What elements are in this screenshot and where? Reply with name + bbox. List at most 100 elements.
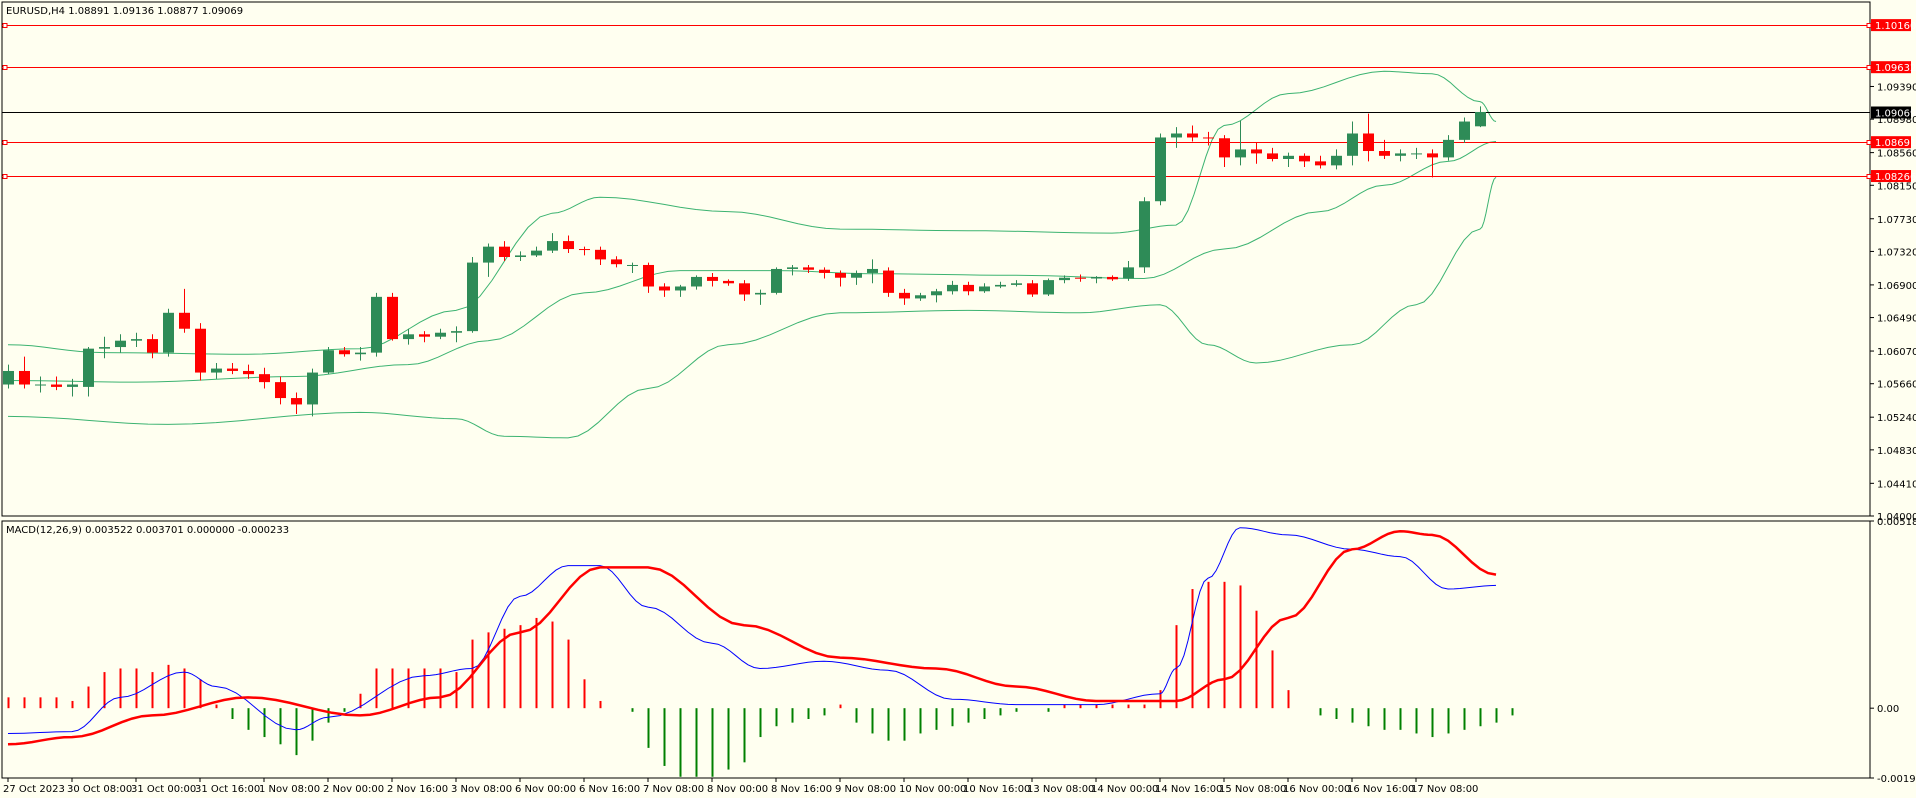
price-tick-label: 1.08560: [1877, 149, 1916, 160]
candle-body: [819, 269, 830, 273]
macd-info: MACD(12,26,9) 0.003522 0.003701 0.000000…: [6, 525, 289, 536]
time-tick-label: 31 Oct 16:00: [195, 784, 260, 795]
price-tick-label: 1.08980: [1877, 115, 1916, 126]
candle-body: [435, 332, 446, 337]
time-tick-label: 9 Nov 08:00: [835, 784, 896, 795]
candle-body: [499, 246, 510, 258]
candle-body: [1427, 153, 1438, 158]
candle: [467, 257, 478, 333]
candle-body: [275, 382, 286, 399]
candle-body: [755, 292, 766, 295]
candle: [1459, 117, 1470, 144]
candle: [1123, 260, 1134, 281]
time-tick-label: 31 Oct 00:00: [131, 784, 196, 795]
candle-body: [947, 284, 958, 292]
level-anchor-right[interactable]: [1866, 174, 1872, 179]
candle: [1475, 106, 1486, 128]
candle: [243, 364, 254, 379]
time-tick-label: 16 Nov 00:00: [1283, 784, 1350, 795]
candle-body: [1475, 111, 1486, 127]
candle-body: [147, 339, 158, 353]
candle-body: [1155, 137, 1166, 202]
horizontal-levels[interactable]: [2, 23, 1872, 179]
level-anchor-left[interactable]: [2, 23, 8, 28]
candle-body: [1219, 138, 1230, 158]
candle-body: [339, 350, 350, 355]
candle: [1187, 125, 1198, 142]
candle: [707, 272, 718, 287]
time-tick-label: 13 Nov 08:00: [1027, 784, 1094, 795]
candle: [723, 279, 734, 286]
level-anchor-left[interactable]: [2, 140, 8, 145]
candle: [1315, 155, 1326, 169]
candle-body: [1283, 155, 1294, 159]
candle-body: [867, 268, 878, 273]
candle-body: [899, 292, 910, 299]
candle: [1395, 149, 1406, 162]
candle: [579, 246, 590, 256]
level-anchor-right[interactable]: [1866, 23, 1872, 28]
level-price-label: 1.08266: [1875, 172, 1916, 183]
candle-body: [131, 339, 142, 341]
candle: [1379, 139, 1390, 159]
candle: [419, 331, 430, 343]
candle-body: [1027, 283, 1038, 295]
candle-body: [259, 374, 270, 383]
candle: [563, 235, 574, 254]
candle-body: [1299, 155, 1310, 162]
candle: [675, 284, 686, 297]
time-tick-label: 17 Nov 08:00: [1411, 784, 1478, 795]
candle: [1011, 280, 1022, 287]
price-pane-frame: [1, 1, 1871, 517]
candle: [755, 289, 766, 305]
level-anchor-right[interactable]: [1866, 65, 1872, 70]
time-tick-label: 8 Nov 16:00: [771, 784, 832, 795]
price-pane[interactable]: 1.09390 1.08980 1.08560 1.08150 1.07730 1.073…: [1, 1, 1916, 523]
candle-body: [883, 270, 894, 293]
time-tick-label: 30 Oct 08:00: [67, 784, 132, 795]
level-anchor-left[interactable]: [2, 65, 8, 70]
time-tick-label: 15 Nov 08:00: [1219, 784, 1286, 795]
candle: [451, 326, 462, 343]
candle: [1059, 275, 1070, 284]
candle: [35, 376, 46, 393]
candle-body: [931, 291, 942, 296]
candle: [371, 292, 382, 357]
candle-body: [915, 295, 926, 299]
candle: [67, 378, 78, 397]
level-price-tag: [1871, 19, 1911, 32]
candle-body: [115, 340, 126, 348]
candle: [1235, 120, 1246, 166]
candle: [131, 332, 142, 348]
level-anchor-left[interactable]: [2, 174, 8, 179]
candle: [835, 270, 846, 287]
candle-body: [1315, 161, 1326, 166]
time-tick-label: 1 Nov 08:00: [259, 784, 320, 795]
candle-body: [1059, 277, 1070, 281]
price-tick-label: 1.08150: [1877, 181, 1916, 192]
time-tick-label: 3 Nov 08:00: [451, 784, 512, 795]
candle: [307, 368, 318, 417]
candle-body: [451, 331, 462, 333]
level-anchor-right[interactable]: [1866, 140, 1872, 145]
candle: [547, 233, 558, 254]
signal-line: [7, 530, 1497, 746]
macd-tick-label: 0.005185: [1877, 517, 1916, 528]
candle: [979, 283, 990, 293]
candle: [611, 256, 622, 268]
candle: [883, 267, 894, 297]
candle-body: [467, 262, 478, 332]
candle-body: [371, 296, 382, 353]
candle-body: [3, 370, 14, 385]
macd-pane-frame: [1, 520, 1871, 779]
candle-body: [547, 241, 558, 251]
macd-axis: 0.005185 0.00 -0.001934: [1870, 517, 1916, 785]
macd-pane[interactable]: 0.005185 0.00 -0.001934 MACD(12,26,9) 0.00…: [1, 517, 1916, 785]
candle-body: [211, 368, 222, 373]
candle: [83, 347, 94, 397]
candle: [1091, 276, 1102, 284]
time-tick-label: 6 Nov 00:00: [515, 784, 576, 795]
candle-body: [51, 384, 62, 387]
candle: [355, 347, 366, 361]
